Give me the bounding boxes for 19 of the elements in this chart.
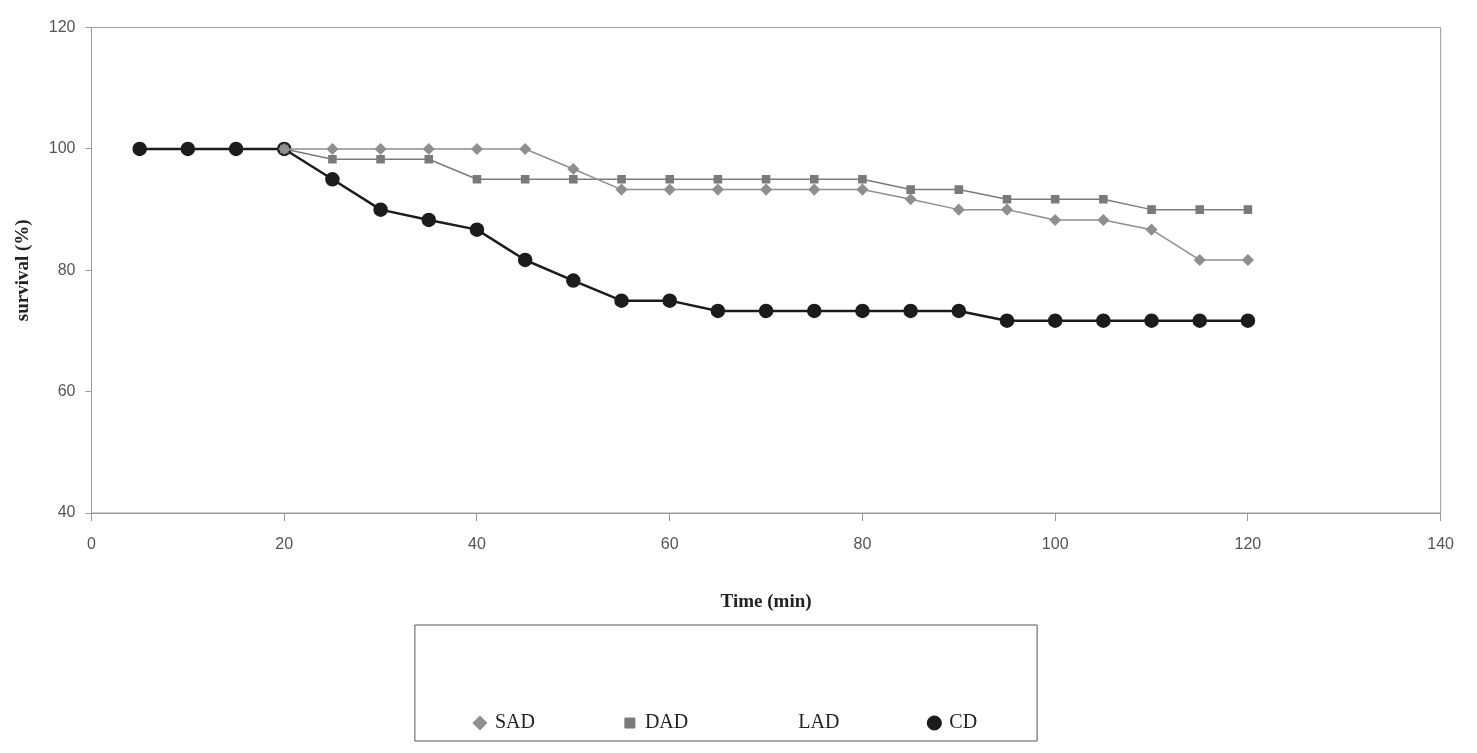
x-tick-label: 100 (1041, 535, 1069, 553)
x-tick-label: 140 (1427, 535, 1455, 553)
x-tick-label: 0 (87, 535, 97, 553)
x-tick-label: 40 (468, 535, 486, 553)
y-tick-label: 100 (48, 139, 76, 157)
x-tick-label: 120 (1234, 535, 1262, 553)
x-tick-label: 20 (275, 535, 294, 553)
x-tick-label: 60 (660, 535, 679, 553)
legend-label: DAD (644, 710, 689, 733)
text: LAD (798, 710, 840, 733)
x-tick-label: 80 (853, 535, 872, 553)
legend-label: CD (949, 710, 978, 733)
y-tick-label: 80 (57, 260, 76, 278)
y-tick-label: 60 (57, 382, 76, 400)
y-axis-title: survival (%) (11, 219, 34, 322)
legend-label: SAD (494, 710, 535, 733)
x-axis-title: Time (min) (720, 589, 812, 612)
y-tick-label: 120 (48, 18, 76, 36)
y-tick-label: 40 (57, 503, 76, 521)
